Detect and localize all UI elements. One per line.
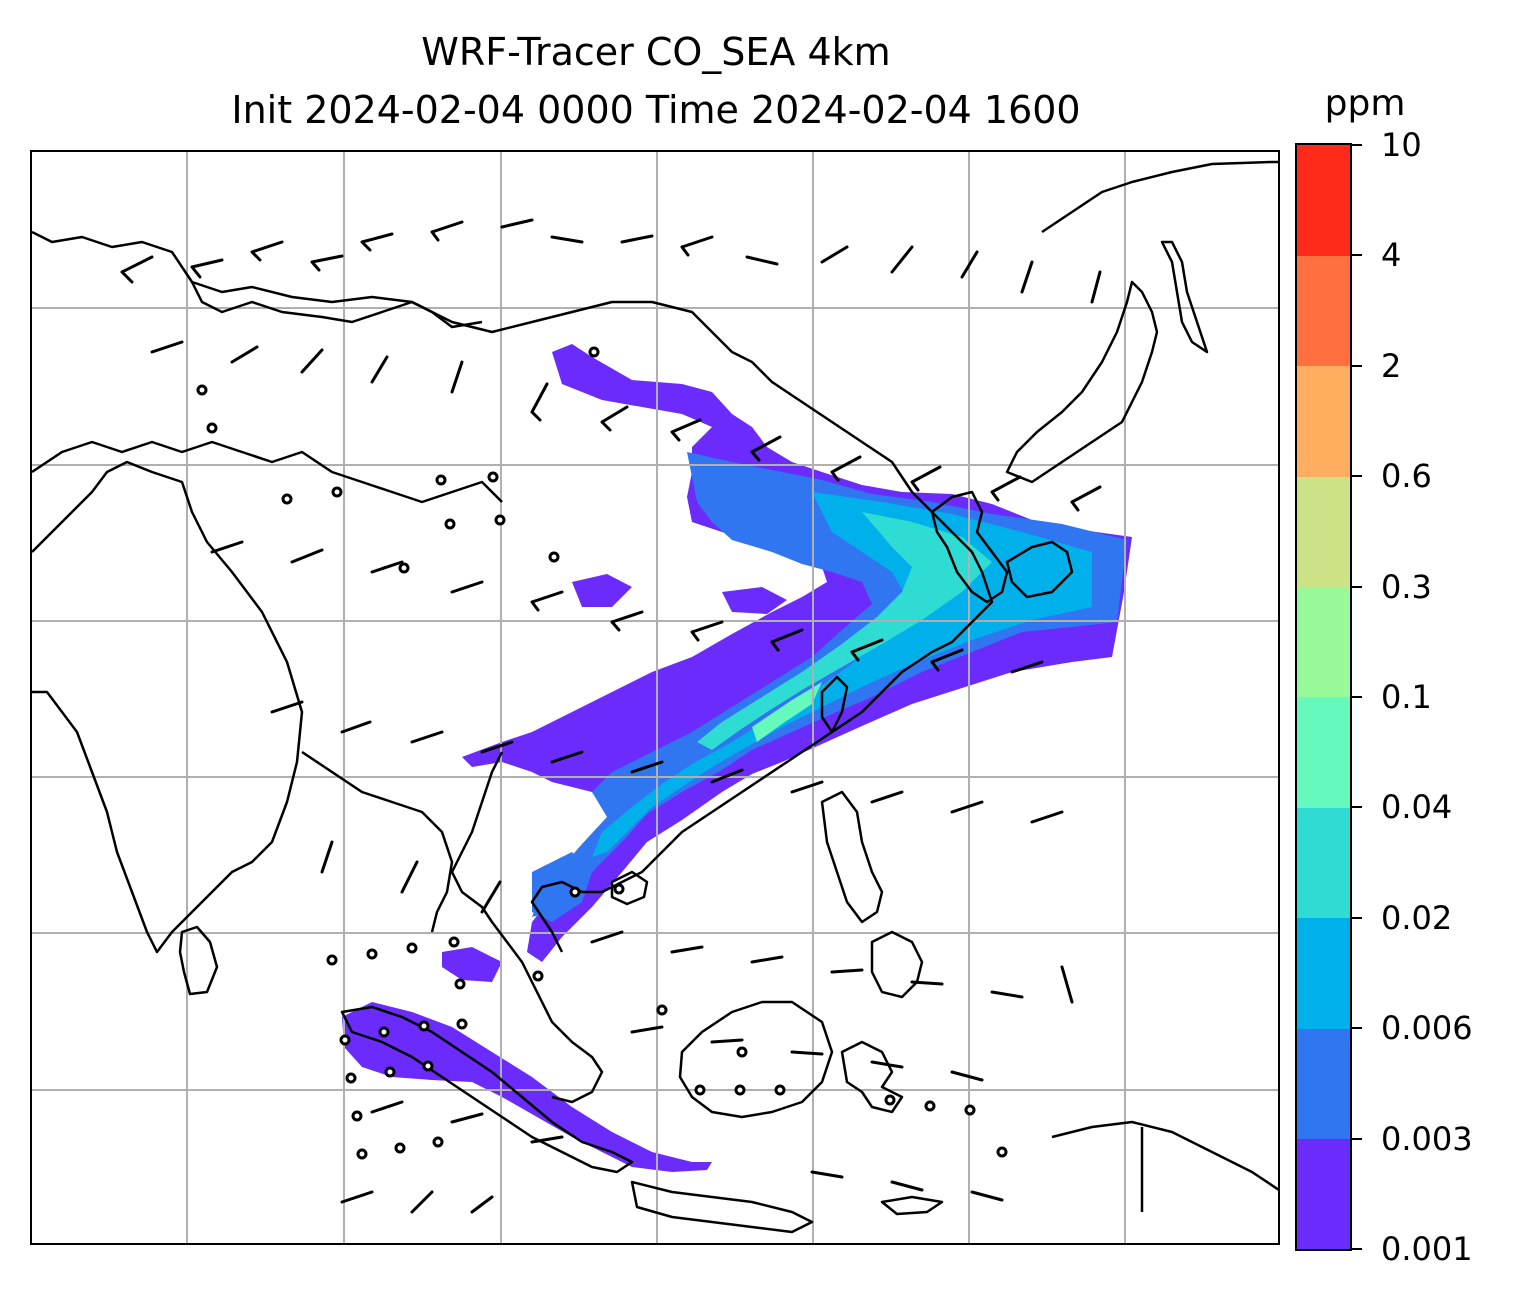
coastline-sakhalin — [1160, 240, 1209, 354]
colorbar-tick — [1352, 364, 1362, 367]
colorbar-tick — [1352, 144, 1362, 146]
colorbar-tick-label: 0.1 — [1381, 678, 1432, 716]
coastline-russia-far-east — [1041, 160, 1278, 234]
coastline-hainan — [610, 870, 649, 906]
coastline-new-guinea — [1051, 1120, 1278, 1191]
map-canvas — [32, 152, 1278, 1243]
colorbar-tick — [1352, 254, 1362, 257]
tracer-plume-peak — [752, 682, 822, 742]
tracer-blob-korea — [722, 587, 787, 614]
map-gridlines — [32, 152, 1278, 1243]
chart-title-line-2: Init 2024-02-04 0000 Time 2024-02-04 160… — [231, 88, 1081, 132]
coastline-timor — [880, 1195, 944, 1216]
colorbar-tick — [1352, 1137, 1362, 1140]
colorbar — [1295, 143, 1352, 1251]
coastline-indochina — [450, 751, 604, 1104]
colorbar-tick — [1352, 696, 1362, 698]
tracer-vietnam-gulf — [532, 852, 592, 922]
colorbar-tick — [1352, 1027, 1362, 1030]
colorbar-tick — [1352, 585, 1362, 588]
coastline-japan — [1005, 280, 1159, 484]
coastline-india — [32, 460, 304, 954]
border-himalaya — [32, 440, 503, 504]
border-mongolia — [191, 280, 863, 444]
colorbar-segment — [1297, 1138, 1350, 1250]
colorbar-tick — [1352, 916, 1362, 919]
colorbar-tick-label: 2 — [1381, 346, 1402, 385]
colorbar-tick-label: 0.003 — [1381, 1119, 1473, 1158]
coastline-sulawesi — [840, 1040, 904, 1114]
tracer-plume — [342, 344, 1132, 1172]
colorbar-tick-label: 0.001 — [1381, 1230, 1473, 1268]
colorbar-tick — [1352, 1248, 1362, 1250]
colorbar-tick-label: 0.3 — [1381, 567, 1432, 606]
coastline-java — [630, 1180, 814, 1234]
colorbar-segment — [1297, 476, 1350, 588]
colorbar-segment — [1297, 1028, 1350, 1140]
colorbar-tick-label: 0.6 — [1381, 457, 1432, 496]
colorbar-segment — [1297, 917, 1350, 1029]
chart-title-line-1: WRF-Tracer CO_SEA 4km — [421, 30, 891, 74]
wind-barbs — [120, 218, 1102, 1214]
coastline-korea — [930, 490, 1009, 604]
coastline-taiwan — [820, 675, 849, 734]
colorbar-tick — [1352, 475, 1362, 478]
tracer-plume-high — [697, 512, 992, 750]
colorbar-tick-label: 10 — [1381, 126, 1422, 164]
colorbar-segment — [1297, 697, 1350, 808]
colorbar-segment — [1297, 365, 1350, 477]
colorbar-tick-label: 4 — [1381, 236, 1402, 275]
coastline-sri-lanka — [178, 925, 219, 996]
tracer-blob-east-china — [572, 574, 632, 607]
map-panel — [30, 150, 1280, 1245]
coastline-borneo — [678, 1000, 834, 1119]
calm-wind-markers — [196, 346, 1008, 1160]
colorbar-segment — [1297, 586, 1350, 698]
coastline-bay-of-bengal — [301, 750, 454, 933]
tracer-sumatra — [342, 1002, 712, 1172]
colorbar-tick — [1352, 806, 1362, 809]
colorbar-tick-label: 0.006 — [1381, 1009, 1473, 1048]
border-central-asia — [32, 230, 483, 329]
colorbar-unit-label: ppm — [1324, 83, 1406, 124]
coastlines — [32, 160, 1278, 1234]
tracer-malay-peninsula — [442, 947, 502, 982]
colorbar-segment — [1297, 255, 1350, 367]
colorbar-segment — [1297, 145, 1350, 256]
colorbar-segment — [1297, 807, 1350, 919]
coastline-philippines-south — [870, 930, 924, 999]
coastline-japan-kyushu — [1005, 540, 1074, 599]
colorbar-tick-label: 0.02 — [1381, 898, 1453, 937]
colorbar-tick-label: 0.04 — [1381, 788, 1453, 827]
coastline-china-east — [530, 440, 994, 953]
coastline-philippines-luzon — [820, 790, 884, 924]
